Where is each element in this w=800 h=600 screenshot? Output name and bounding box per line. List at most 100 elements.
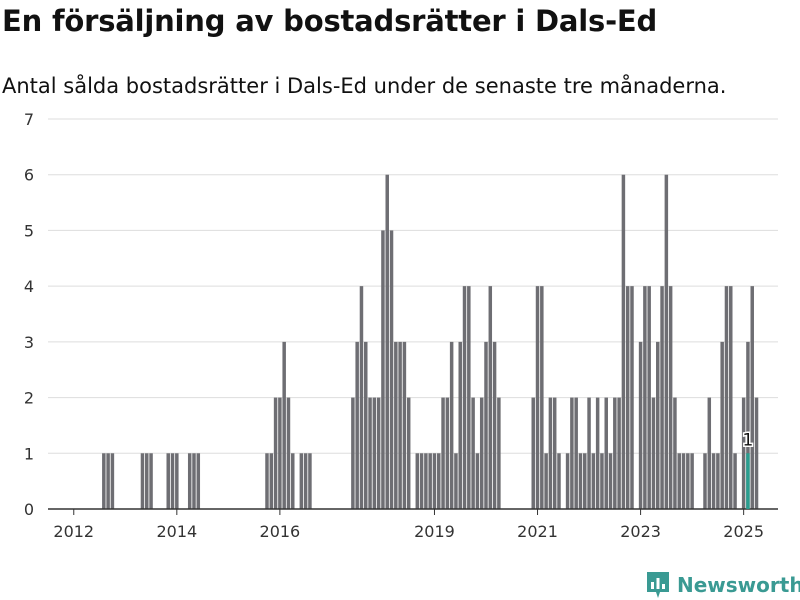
bar	[110, 453, 115, 509]
x-axis-ticks: 2012 2014 2016 2019 2021 2023 2025	[53, 509, 764, 541]
bar	[196, 453, 201, 509]
bar	[428, 453, 432, 509]
bar	[299, 453, 304, 509]
bar	[754, 397, 759, 509]
bar	[355, 341, 359, 509]
bar	[351, 397, 355, 509]
bar	[471, 397, 475, 509]
bar	[677, 453, 681, 509]
bar	[170, 453, 175, 509]
bar	[617, 397, 621, 509]
bar	[398, 341, 402, 509]
bar	[445, 397, 450, 509]
bar	[192, 453, 196, 509]
bar	[647, 286, 651, 509]
bar	[625, 286, 630, 509]
bar	[733, 453, 737, 509]
bar	[462, 286, 467, 509]
bar	[273, 397, 278, 509]
bar	[531, 397, 535, 509]
bar	[656, 341, 660, 509]
x-tick-label: 2014	[156, 522, 197, 541]
bar	[484, 341, 488, 509]
bar	[424, 453, 428, 509]
x-tick-label: 2012	[53, 522, 94, 541]
y-tick-label: 5	[24, 221, 34, 240]
bar	[432, 453, 437, 509]
bar	[724, 286, 729, 509]
bar	[394, 341, 398, 509]
bar	[557, 453, 561, 509]
bar	[664, 174, 669, 509]
bar	[565, 453, 570, 509]
chart-title: En försäljning av bostadsrätter i Dals-E…	[2, 4, 658, 38]
gridlines	[48, 118, 778, 454]
bar	[535, 286, 540, 509]
brand-name: Newsworthy	[677, 573, 800, 597]
bar	[574, 397, 578, 509]
bar	[372, 397, 377, 509]
bar	[278, 397, 282, 509]
bar	[552, 397, 557, 509]
bar	[441, 397, 445, 509]
bar	[286, 397, 291, 509]
newsworthy-logo-icon	[647, 572, 669, 598]
bar	[604, 397, 608, 509]
bar	[591, 453, 596, 509]
y-tick-label: 4	[24, 277, 34, 296]
bar	[690, 453, 694, 509]
bar	[600, 453, 604, 509]
bar	[578, 453, 583, 509]
bar	[385, 174, 389, 509]
bar	[415, 453, 420, 509]
bar	[364, 341, 368, 509]
bar	[621, 174, 626, 509]
bar	[668, 286, 673, 509]
bar	[681, 453, 686, 509]
bar	[570, 397, 574, 509]
bar	[651, 397, 656, 509]
bar	[587, 397, 591, 509]
bar	[608, 453, 613, 509]
bar	[303, 453, 308, 509]
bar	[175, 453, 179, 509]
bar	[282, 341, 286, 509]
y-tick-label: 3	[24, 333, 34, 352]
bar	[720, 341, 724, 509]
bar	[746, 341, 750, 509]
bar	[102, 453, 106, 509]
bar	[497, 397, 501, 509]
bar	[106, 453, 110, 509]
y-tick-label: 7	[24, 110, 34, 129]
bar	[548, 397, 553, 509]
bar	[540, 286, 544, 509]
bars	[102, 174, 759, 509]
bar	[389, 230, 394, 509]
bar	[475, 453, 480, 509]
bar	[630, 286, 634, 509]
bar	[729, 286, 733, 509]
bar	[467, 286, 471, 509]
bar	[703, 453, 707, 509]
highlight-bar	[746, 453, 750, 509]
bar	[711, 453, 716, 509]
bar	[308, 453, 312, 509]
bar	[488, 286, 493, 509]
x-tick-label: 2021	[517, 522, 558, 541]
bar	[492, 341, 497, 509]
bar	[376, 397, 381, 509]
x-tick-label: 2019	[414, 522, 455, 541]
bar	[149, 453, 153, 509]
bar	[686, 453, 690, 509]
bar	[454, 453, 458, 509]
newsworthy-brand: Newsworthy	[645, 570, 800, 600]
bar	[595, 397, 600, 509]
bar	[419, 453, 424, 509]
y-tick-label: 1	[24, 444, 34, 463]
bar	[437, 453, 441, 509]
bar	[643, 286, 647, 509]
bar	[479, 397, 484, 509]
bar	[265, 453, 269, 509]
chart-subtitle: Antal sålda bostadsrätter i Dals-Ed unde…	[2, 74, 727, 98]
